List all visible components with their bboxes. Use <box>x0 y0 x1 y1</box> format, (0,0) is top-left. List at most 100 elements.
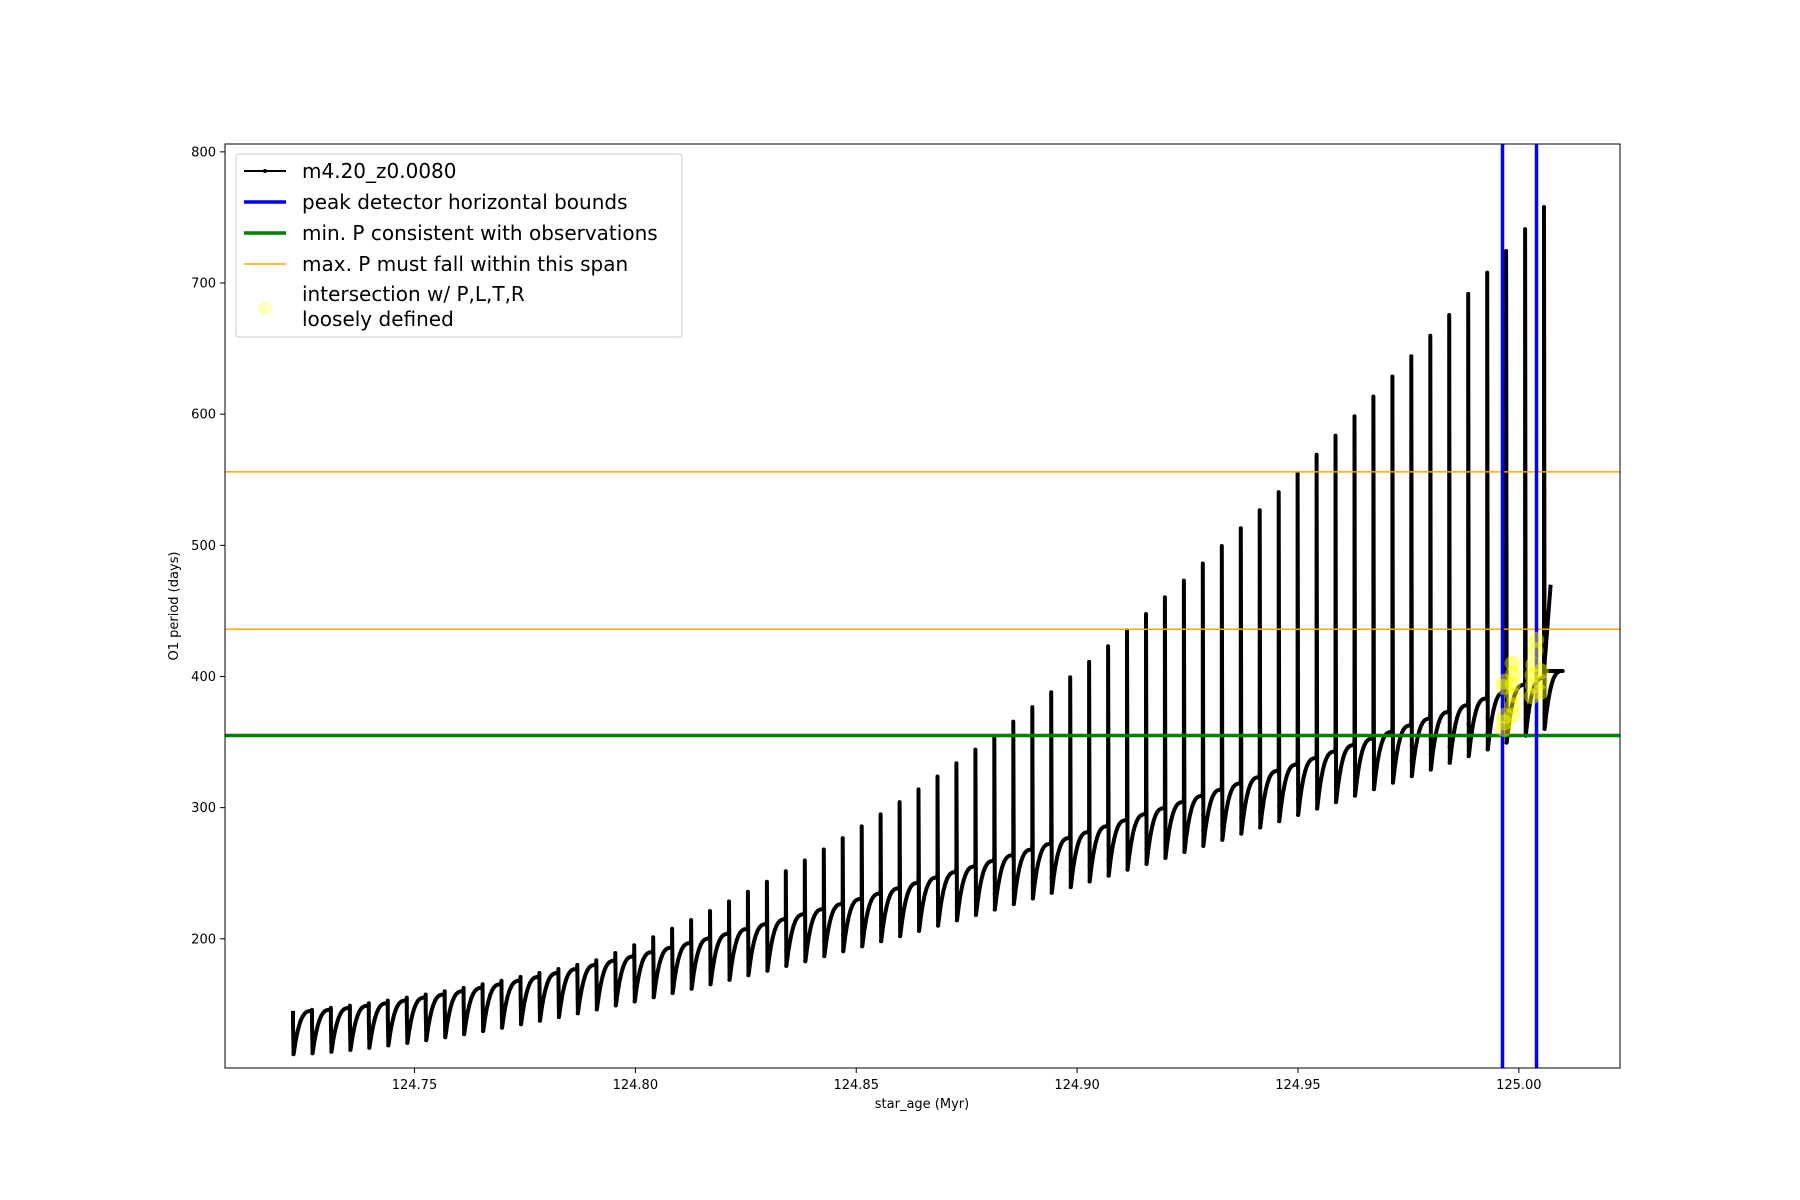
track-point <box>1485 557 1489 561</box>
intersection-point <box>1524 667 1541 684</box>
track-point <box>1409 525 1413 530</box>
track-point <box>1030 753 1034 757</box>
track-point <box>1542 331 1546 336</box>
track-point <box>1239 671 1243 675</box>
track-point <box>1125 756 1129 760</box>
track-point <box>462 1010 466 1015</box>
track-point <box>1390 781 1394 785</box>
track-point <box>1068 707 1072 712</box>
track-point <box>1296 766 1300 771</box>
track-point <box>1542 695 1546 699</box>
track-point <box>1087 785 1091 790</box>
track-point <box>1296 751 1300 755</box>
track-point <box>575 996 579 1000</box>
track-point <box>765 969 769 973</box>
track-point <box>973 748 978 752</box>
track-point <box>1106 675 1110 679</box>
track-point <box>1106 858 1110 863</box>
track-point <box>1011 826 1015 830</box>
track-point <box>803 942 807 947</box>
track-point <box>1409 665 1413 669</box>
track-point <box>1182 850 1186 854</box>
track-point <box>1258 508 1262 512</box>
track-point <box>1220 730 1224 734</box>
track-point <box>1106 828 1110 832</box>
track-point <box>1542 379 1546 383</box>
track-point <box>1542 553 1546 557</box>
plot-frame <box>224 143 1621 1069</box>
track-point <box>1371 442 1375 446</box>
track-point <box>1371 724 1375 729</box>
track-point <box>1352 525 1357 529</box>
track-point <box>898 845 902 849</box>
legend-marker-intersection <box>258 301 272 315</box>
track-point <box>1258 619 1262 624</box>
track-point <box>1106 751 1110 755</box>
track-point <box>1277 631 1281 635</box>
track-point <box>1428 768 1432 772</box>
track-point <box>1466 754 1470 758</box>
track-point <box>1201 750 1205 754</box>
track-point <box>1409 619 1413 623</box>
track-point <box>1315 453 1319 457</box>
track-point <box>1352 651 1357 656</box>
track-point <box>860 944 864 949</box>
track-point <box>898 860 902 864</box>
track-point <box>1144 612 1148 616</box>
track-point <box>632 943 636 947</box>
track-point <box>1504 344 1508 348</box>
track-point <box>1258 730 1262 735</box>
track-point <box>1087 848 1091 852</box>
track-point <box>1182 738 1186 742</box>
track-point <box>1277 678 1281 682</box>
y-tick-label: 200 <box>191 932 216 947</box>
track-point <box>1201 593 1205 597</box>
x-axis: 124.75 124.80 124.85 124.90 124.95 125.00 <box>392 1068 1542 1093</box>
legend-label-intersection: intersection w/ P,L,T,R <box>302 282 525 306</box>
track-point <box>1352 604 1357 608</box>
track-point <box>1485 366 1489 370</box>
track-point <box>1068 821 1072 825</box>
track-point <box>348 1038 352 1042</box>
track-point <box>689 935 693 939</box>
track-point <box>1182 722 1186 726</box>
track-point <box>1352 746 1357 750</box>
intersection-point <box>1505 686 1522 703</box>
track-point <box>879 812 883 817</box>
track-point <box>575 965 579 969</box>
track-point <box>1106 705 1110 710</box>
track-point <box>1068 837 1072 841</box>
track-point <box>1485 477 1489 481</box>
track-point <box>1428 706 1432 710</box>
track-point <box>1485 652 1489 656</box>
track-point <box>822 924 826 928</box>
track-point <box>954 761 959 765</box>
track-point <box>1049 690 1053 694</box>
track-point <box>1239 542 1243 547</box>
track-point <box>860 914 864 919</box>
track-point <box>1504 423 1508 428</box>
track-point <box>1106 721 1110 725</box>
track-point <box>1447 681 1451 685</box>
track-point <box>1409 385 1413 389</box>
track-point <box>1333 513 1338 517</box>
track-point <box>1315 630 1319 634</box>
track-point <box>1371 677 1375 681</box>
track-point <box>727 931 731 935</box>
track-point <box>879 908 883 912</box>
intersection-point <box>1528 631 1545 648</box>
track-point <box>1163 749 1167 753</box>
track-point <box>916 866 921 870</box>
track-point <box>1542 600 1546 605</box>
track-point <box>1542 616 1546 620</box>
track-point <box>1296 720 1300 724</box>
track-point <box>1277 506 1281 510</box>
track-point <box>1239 783 1243 788</box>
track-point <box>1390 390 1394 394</box>
track-point <box>424 1038 428 1042</box>
track-point <box>1390 374 1394 379</box>
track-point <box>1428 380 1432 384</box>
track-point <box>1504 408 1508 412</box>
track-point <box>1542 268 1546 272</box>
track-point <box>462 1021 466 1025</box>
